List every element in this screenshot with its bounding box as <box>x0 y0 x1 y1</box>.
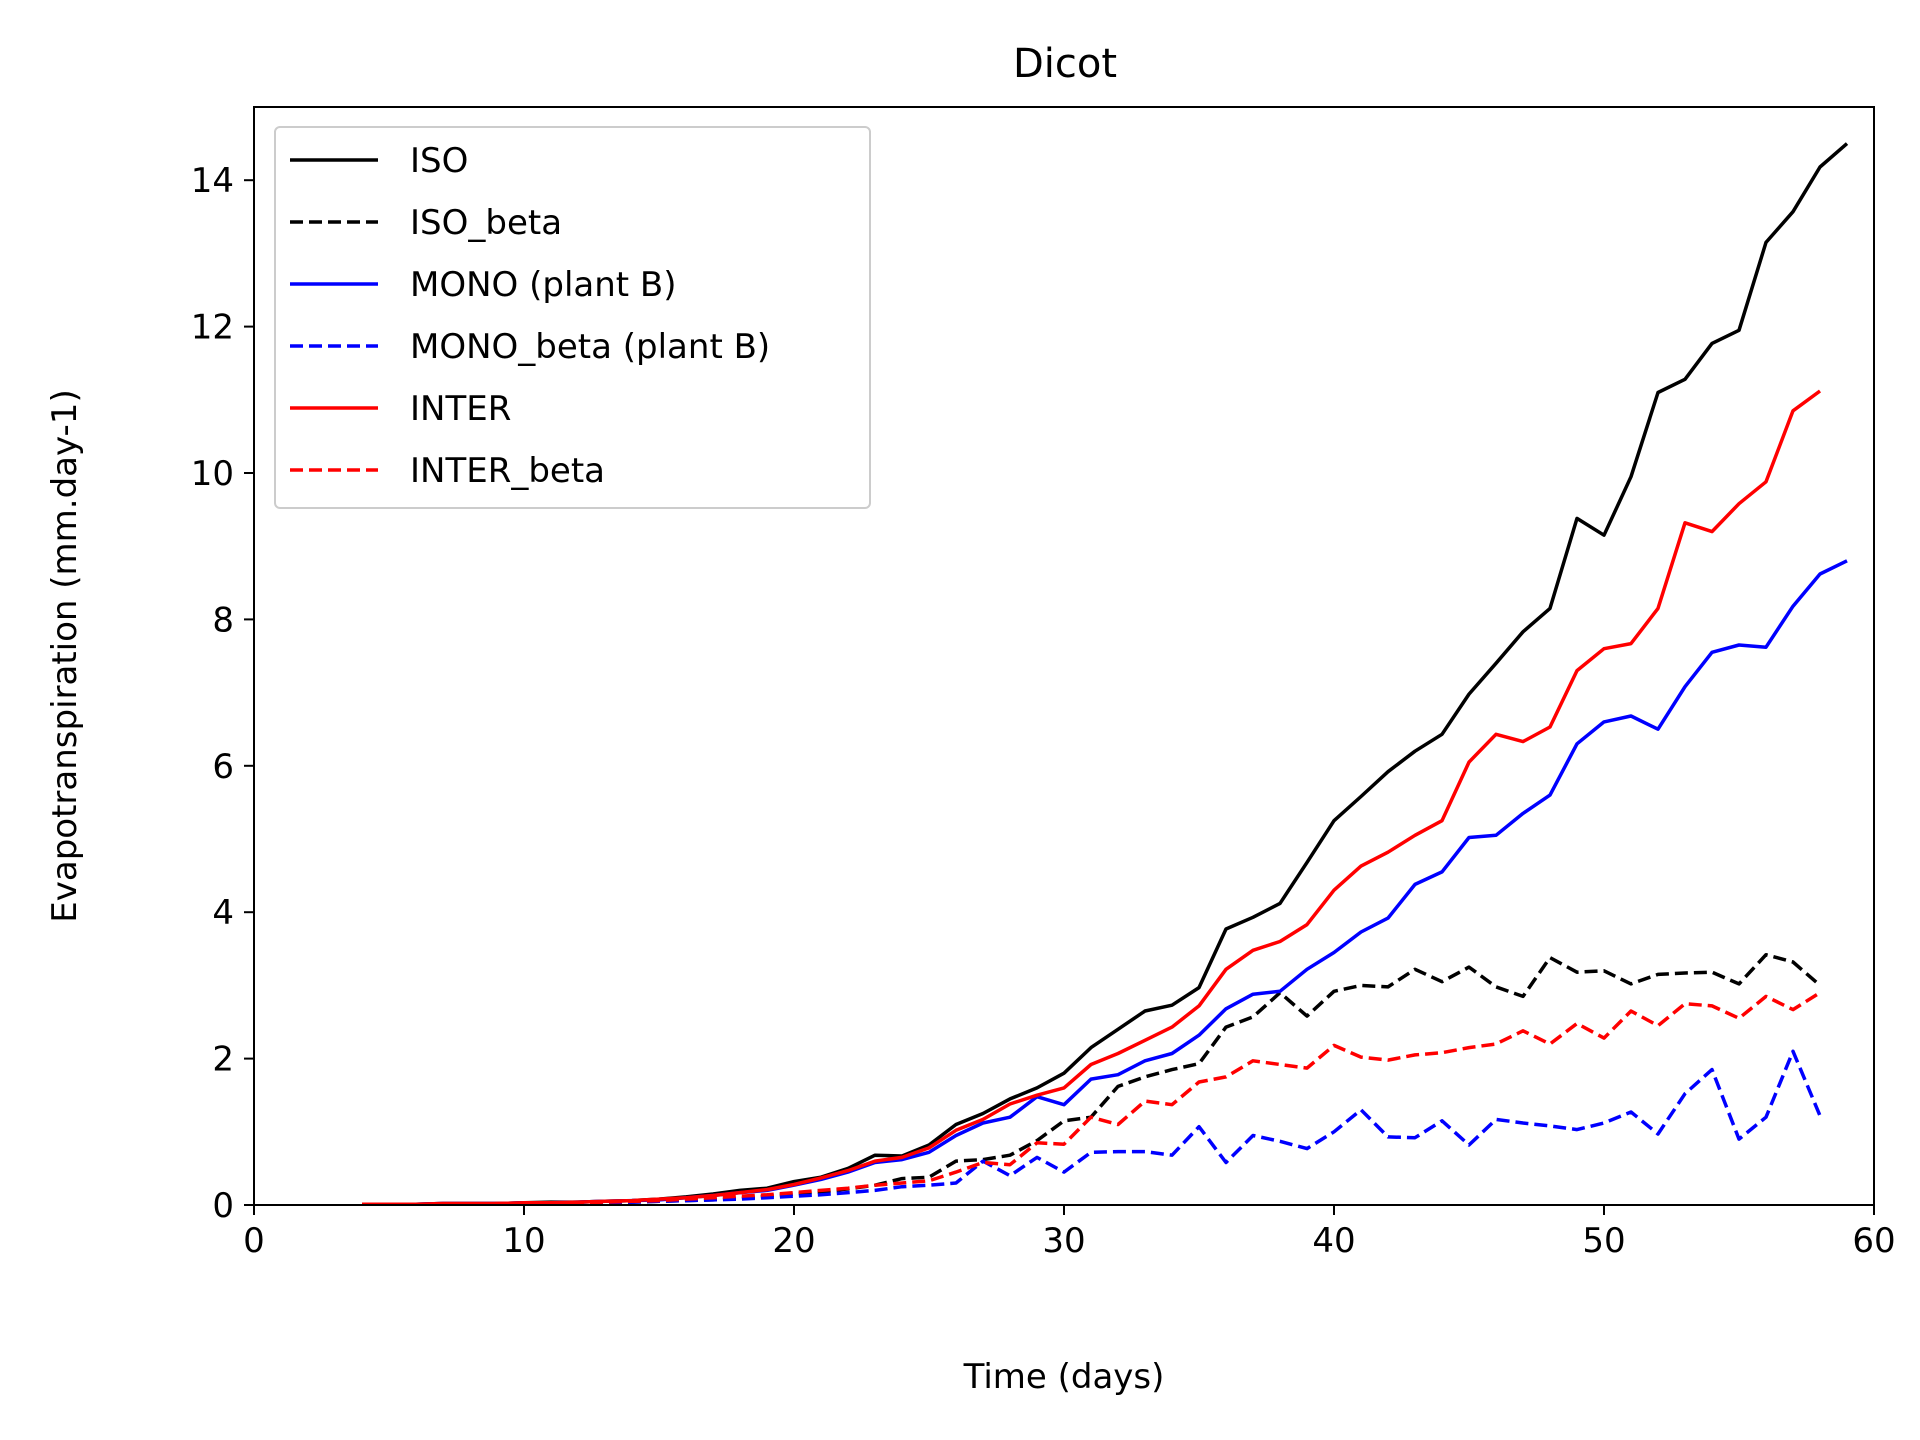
series-line-5 <box>362 991 1821 1207</box>
legend-label-3: MONO_beta (plant B) <box>410 327 770 367</box>
series-line-2 <box>362 559 1848 1207</box>
y-tick-label: 2 <box>212 1040 234 1080</box>
series-line-4 <box>362 389 1822 1207</box>
x-tick-label: 0 <box>243 1221 265 1261</box>
x-axis: 0 10 20 30 40 50 60 <box>243 1205 1896 1261</box>
y-tick-label: 14 <box>191 161 234 201</box>
x-axis-label: Time (days) <box>963 1357 1165 1397</box>
x-tick-label: 20 <box>772 1221 815 1261</box>
x-tick-label: 10 <box>502 1221 545 1261</box>
y-tick-label: 12 <box>191 308 234 348</box>
y-tick-label: 4 <box>212 893 234 933</box>
y-axis: 0 2 4 6 8 10 12 14 <box>191 161 254 1226</box>
x-tick-label: 40 <box>1312 1221 1355 1261</box>
series-layer <box>362 142 1849 1207</box>
legend-label-2: MONO (plant B) <box>410 265 677 305</box>
series-line-3 <box>362 1049 1822 1207</box>
y-axis-label: Evapotranspiration (mm.day-1) <box>45 389 85 922</box>
y-tick-label: 8 <box>212 600 234 640</box>
legend-label-4: INTER <box>410 389 511 429</box>
y-tick-label: 6 <box>212 747 234 787</box>
legend-label-1: ISO_beta <box>410 203 562 243</box>
x-tick-label: 60 <box>1852 1221 1895 1261</box>
legend-box <box>274 126 871 509</box>
legend-label-5: INTER_beta <box>410 451 605 491</box>
x-tick-label: 30 <box>1042 1221 1085 1261</box>
legend-label-0: ISO <box>410 141 468 181</box>
x-tick-label: 50 <box>1582 1221 1625 1261</box>
legend: ISO ISO_beta MONO (plant B) MONO_beta (plan… <box>274 126 871 509</box>
y-tick-label: 10 <box>191 454 234 494</box>
y-tick-label: 0 <box>212 1186 234 1226</box>
chart-title: Dicot <box>1013 41 1117 87</box>
